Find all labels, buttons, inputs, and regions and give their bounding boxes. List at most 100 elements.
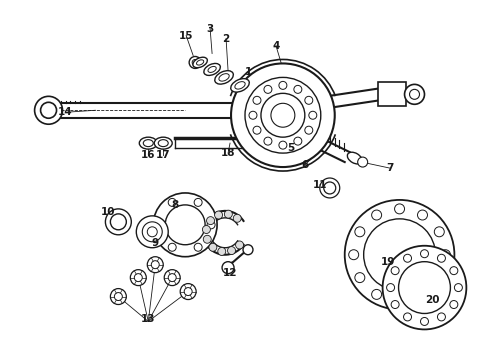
Circle shape [309, 111, 317, 119]
Circle shape [110, 214, 126, 230]
Circle shape [383, 246, 466, 329]
Text: 10: 10 [101, 207, 116, 217]
Circle shape [134, 274, 142, 282]
Circle shape [194, 243, 202, 251]
Circle shape [209, 243, 217, 251]
Circle shape [294, 85, 302, 93]
Ellipse shape [347, 152, 362, 164]
Circle shape [349, 250, 359, 260]
Circle shape [271, 103, 295, 127]
Circle shape [253, 126, 261, 134]
Circle shape [264, 137, 272, 145]
Circle shape [168, 243, 176, 251]
Circle shape [391, 301, 399, 309]
Circle shape [320, 178, 340, 198]
Circle shape [394, 204, 405, 214]
Circle shape [410, 89, 419, 99]
Circle shape [41, 102, 56, 118]
Circle shape [450, 267, 458, 275]
Ellipse shape [235, 82, 245, 89]
Circle shape [207, 217, 215, 225]
Circle shape [202, 225, 210, 234]
Ellipse shape [196, 60, 204, 65]
Text: 8: 8 [172, 200, 179, 210]
Circle shape [417, 210, 427, 220]
Circle shape [105, 209, 131, 235]
Text: 1: 1 [245, 67, 252, 77]
Text: 11: 11 [313, 180, 327, 190]
Text: 18: 18 [221, 148, 235, 158]
Ellipse shape [219, 74, 229, 81]
Circle shape [398, 262, 450, 314]
Circle shape [279, 141, 287, 149]
Circle shape [253, 96, 261, 104]
Circle shape [233, 214, 241, 222]
Ellipse shape [215, 71, 233, 84]
Text: 13: 13 [141, 314, 155, 324]
Circle shape [249, 111, 257, 119]
Circle shape [391, 267, 399, 275]
Circle shape [189, 57, 201, 68]
Circle shape [261, 93, 305, 137]
Ellipse shape [154, 137, 172, 149]
Circle shape [147, 257, 163, 273]
Circle shape [130, 270, 147, 285]
Text: 16: 16 [141, 150, 155, 160]
Circle shape [243, 245, 253, 255]
Circle shape [142, 222, 162, 242]
Ellipse shape [208, 67, 216, 72]
Circle shape [168, 274, 176, 282]
Circle shape [194, 198, 202, 206]
Circle shape [404, 313, 412, 321]
Text: 14: 14 [58, 107, 73, 117]
Circle shape [264, 85, 272, 93]
Circle shape [345, 200, 454, 310]
Circle shape [364, 219, 436, 291]
Text: 17: 17 [156, 150, 171, 160]
Circle shape [224, 210, 232, 218]
Text: 20: 20 [425, 294, 440, 305]
Circle shape [180, 284, 196, 300]
Text: 5: 5 [287, 143, 294, 153]
Circle shape [438, 254, 445, 262]
Circle shape [164, 270, 180, 285]
Text: 12: 12 [223, 267, 237, 278]
Circle shape [438, 313, 445, 321]
Ellipse shape [193, 57, 207, 68]
Text: 4: 4 [272, 41, 280, 50]
Circle shape [305, 96, 313, 104]
Circle shape [110, 289, 126, 305]
Ellipse shape [204, 63, 221, 75]
Circle shape [387, 284, 394, 292]
Circle shape [294, 137, 302, 145]
Circle shape [324, 182, 336, 194]
Circle shape [203, 235, 211, 243]
Circle shape [236, 241, 244, 249]
Circle shape [35, 96, 63, 124]
Circle shape [371, 210, 382, 220]
Ellipse shape [139, 137, 157, 149]
Ellipse shape [143, 140, 153, 147]
Circle shape [192, 59, 198, 66]
Circle shape [434, 227, 444, 237]
Circle shape [147, 227, 157, 237]
Ellipse shape [231, 78, 249, 92]
Polygon shape [378, 82, 406, 106]
Circle shape [355, 227, 365, 237]
Circle shape [151, 261, 159, 269]
Circle shape [168, 198, 176, 206]
Circle shape [405, 84, 424, 104]
Circle shape [454, 284, 463, 292]
Circle shape [279, 81, 287, 89]
Text: 15: 15 [179, 31, 194, 41]
Circle shape [404, 254, 412, 262]
Circle shape [184, 288, 192, 296]
Circle shape [417, 289, 427, 300]
Text: 3: 3 [206, 24, 214, 33]
Ellipse shape [158, 140, 168, 147]
Circle shape [394, 296, 405, 306]
Circle shape [420, 250, 428, 258]
Circle shape [215, 211, 222, 219]
Text: 19: 19 [380, 257, 395, 267]
Circle shape [207, 221, 215, 229]
